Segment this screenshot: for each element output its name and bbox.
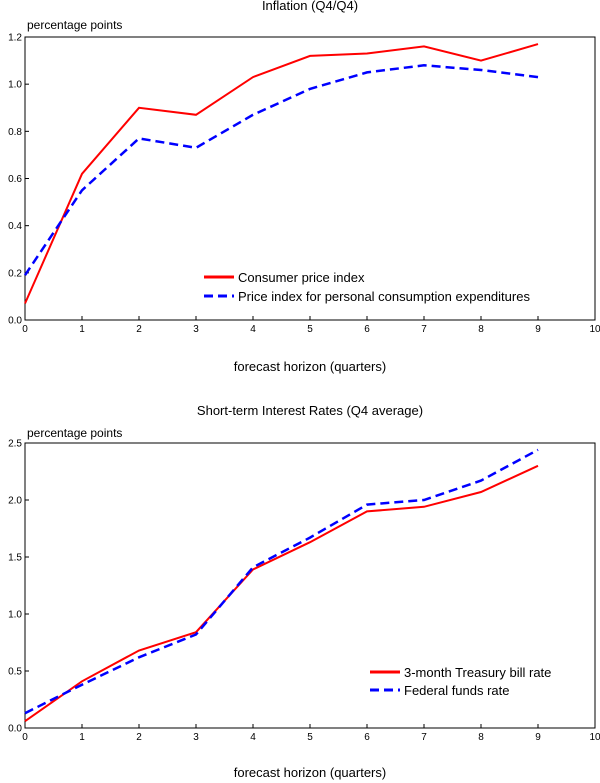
x-tick-label: 3 <box>193 324 199 335</box>
series-group <box>24 448 539 723</box>
series-line-1 <box>24 464 539 723</box>
x-tick-label: 1 <box>79 732 85 743</box>
x-tick-label: 2 <box>136 732 142 743</box>
x-tick-label: 4 <box>250 732 256 743</box>
y-tick-label: 2.5 <box>8 439 22 450</box>
x-tick-label: 8 <box>478 324 484 335</box>
y-tick-label: 0.0 <box>8 316 22 327</box>
x-tick-label: 6 <box>364 324 370 335</box>
legend-label-pce: Price index for personal consumption exp… <box>238 289 530 304</box>
x-axis-label: forecast horizon (quarters) <box>234 765 386 780</box>
x-axis: 0 1 2 3 4 5 6 7 8 9 10 <box>22 316 600 335</box>
chart-title: Inflation (Q4/Q4) <box>262 0 358 13</box>
y-tick-label: 0.8 <box>8 127 22 138</box>
legend-label-tbill: 3-month Treasury bill rate <box>404 665 551 680</box>
x-tick-label: 0 <box>22 732 28 743</box>
series-line-2 <box>23 64 539 276</box>
x-tick-label: 0 <box>22 324 28 335</box>
chart-title: Short-term Interest Rates (Q4 average) <box>197 403 423 418</box>
y-tick-label: 0.5 <box>8 667 22 678</box>
x-axis: 0 1 2 3 4 5 6 7 8 9 10 <box>22 724 600 743</box>
x-tick-label: 9 <box>535 324 541 335</box>
x-tick-label: 9 <box>535 732 541 743</box>
x-tick-label: 1 <box>79 324 85 335</box>
y-tick-label: 0.2 <box>8 268 22 279</box>
y-tick-label: 1.2 <box>8 33 22 44</box>
x-tick-label: 7 <box>421 732 427 743</box>
x-tick-label: 5 <box>307 732 313 743</box>
x-tick-label: 6 <box>364 732 370 743</box>
x-tick-label: 10 <box>589 324 600 335</box>
x-tick-label: 5 <box>307 324 313 335</box>
chart-inflation: Inflation (Q4/Q4) percentage points 0.00… <box>8 0 600 374</box>
x-tick-label: 2 <box>136 324 142 335</box>
series-line-2 <box>24 448 539 715</box>
unit-label: percentage points <box>27 426 122 440</box>
x-tick-label: 8 <box>478 732 484 743</box>
y-tick-label: 0.0 <box>8 724 22 735</box>
x-tick-label: 7 <box>421 324 427 335</box>
y-axis: 0.0 0.5 1.0 1.5 2.0 2.5 <box>8 439 29 735</box>
series-line-1 <box>24 43 539 304</box>
y-tick-label: 0.6 <box>8 174 22 185</box>
series-group <box>23 43 539 304</box>
x-tick-label: 3 <box>193 732 199 743</box>
x-tick-label: 4 <box>250 324 256 335</box>
x-axis-label: forecast horizon (quarters) <box>234 359 386 374</box>
unit-label: percentage points <box>27 18 122 32</box>
legend: Consumer price index Price index for per… <box>204 270 530 304</box>
y-tick-label: 0.4 <box>8 221 22 232</box>
legend-label-fedfunds: Federal funds rate <box>404 683 510 698</box>
y-tick-label: 2.0 <box>8 496 22 507</box>
legend-label-cpi: Consumer price index <box>238 270 365 285</box>
y-tick-label: 1.0 <box>8 80 22 91</box>
y-tick-label: 1.5 <box>8 553 22 564</box>
legend: 3-month Treasury bill rate Federal funds… <box>370 665 551 698</box>
y-axis: 0.0 0.2 0.4 0.6 0.8 1.0 1.2 <box>8 33 29 327</box>
chart-interest-rates: Short-term Interest Rates (Q4 average) p… <box>8 403 600 780</box>
y-tick-label: 1.0 <box>8 610 22 621</box>
x-tick-label: 10 <box>589 732 600 743</box>
